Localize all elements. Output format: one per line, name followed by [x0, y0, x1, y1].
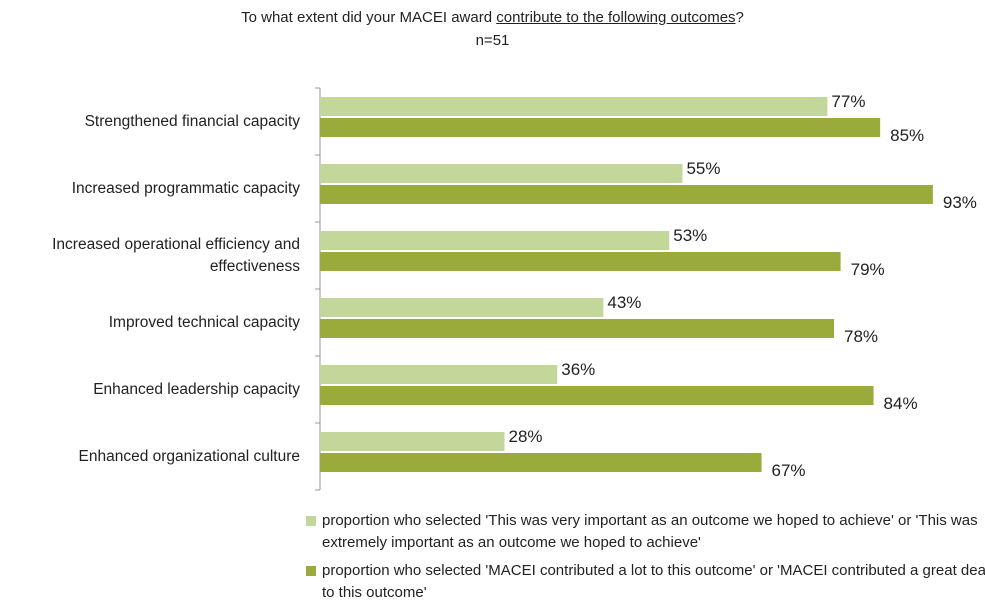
bar: [320, 231, 670, 250]
data-label: 85%: [890, 126, 924, 145]
y-tick-label: Enhanced leadership capacity: [93, 380, 300, 398]
data-label: 67%: [772, 461, 806, 480]
bar: [320, 298, 604, 317]
data-label: 36%: [561, 360, 595, 379]
title-part: To what extent did your MACEI award: [241, 9, 497, 26]
bar: [320, 386, 874, 405]
y-tick-label: Improved technical capacity: [108, 313, 300, 331]
legend-label: proportion who selected 'MACEI contribut…: [322, 562, 985, 601]
bar: [320, 319, 835, 338]
chart-subtitle: n=51: [475, 32, 510, 49]
data-label: 28%: [509, 427, 543, 446]
title-part: contribute to the following outcomes: [496, 9, 736, 26]
data-label: 77%: [831, 92, 865, 111]
bar: [320, 118, 881, 137]
bar: [320, 453, 762, 472]
data-label: 79%: [851, 260, 885, 279]
bar: [320, 252, 841, 271]
data-label: 53%: [673, 226, 707, 245]
y-tick-label: Enhanced organizational culture: [78, 447, 300, 465]
data-label: 43%: [607, 293, 641, 312]
chart-title: To what extent did your MACEI award cont…: [0, 9, 985, 26]
bar: [320, 185, 933, 204]
legend-label: proportion who selected 'This was very i…: [322, 512, 978, 551]
data-label: 93%: [943, 193, 977, 212]
bar: [320, 164, 683, 183]
data-label: 55%: [686, 159, 720, 178]
y-tick-label: Increased operational efficiency and eff…: [52, 235, 300, 275]
title-part: ?: [735, 9, 744, 26]
y-tick-label: Strengthened financial capacity: [84, 112, 300, 130]
bar: [320, 97, 828, 116]
data-label: 84%: [884, 394, 918, 413]
data-label: 78%: [844, 327, 878, 346]
bar: [320, 365, 558, 384]
bar: [320, 432, 505, 451]
legend-swatch: [306, 516, 316, 526]
legend-entry: proportion who selected 'MACEI contribut…: [306, 560, 985, 604]
y-tick-label: Increased programmatic capacity: [71, 179, 300, 197]
legend-swatch: [306, 566, 316, 576]
legend-entry: proportion who selected 'This was very i…: [306, 510, 985, 554]
